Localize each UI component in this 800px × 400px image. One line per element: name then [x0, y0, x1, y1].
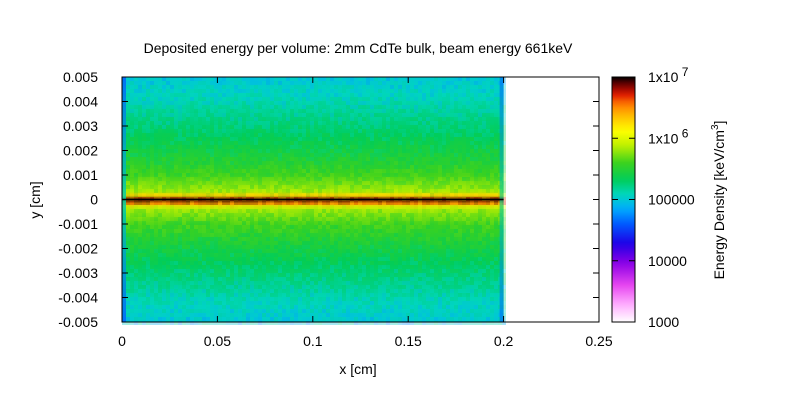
x-tick-label: 0.15: [395, 333, 422, 349]
heatmap-plot: [121, 76, 600, 325]
x-axis-label: x [cm]: [339, 361, 376, 377]
y-tick-label: -0.004: [58, 290, 98, 306]
heatmap-noise: [122, 77, 506, 325]
y-tick-label: 0.005: [63, 69, 98, 85]
y-tick-label: 0.004: [63, 94, 98, 110]
y-tick-label: -0.001: [58, 216, 98, 232]
x-tick-label: 0.1: [303, 333, 323, 349]
x-tick-label: 0.2: [494, 333, 514, 349]
y-axis-ticks: -0.005 -0.004 -0.003 -0.002 -0.001 0 0.001 0.00…: [58, 69, 599, 330]
y-tick-label: 0.001: [63, 167, 98, 183]
y-tick-label: -0.005: [58, 314, 98, 330]
chart-title: Deposited energy per volume: 2mm CdTe bu…: [144, 40, 573, 56]
y-tick-label: -0.003: [58, 265, 98, 281]
y-tick-label: -0.002: [58, 241, 98, 257]
x-tick-label: 0: [118, 333, 126, 349]
y-axis-label: y [cm]: [27, 181, 43, 218]
colorbar-ticks: 1000 10000 100000 1x10 6 1x10 7: [612, 65, 695, 330]
colorbar-tick-label: 1x10 6: [648, 126, 689, 146]
x-tick-label: 0.25: [585, 333, 612, 349]
x-tick-label: 0.05: [204, 333, 231, 349]
colorbar-tick-label: 1x10 7: [648, 65, 689, 85]
x-axis-ticks: 0 0.05 0.1 0.15 0.2 0.25: [118, 77, 613, 349]
colorbar-tick-label: 1000: [648, 314, 679, 330]
colorbar-tick-label: 10000: [648, 253, 687, 269]
colorbar-tick-label: 100000: [648, 192, 695, 208]
y-tick-label: 0.002: [63, 143, 98, 159]
y-tick-label: 0: [90, 192, 98, 208]
y-tick-label: 0.003: [63, 118, 98, 134]
colorbar-label: Energy Density [keV/cm3]: [710, 121, 727, 280]
